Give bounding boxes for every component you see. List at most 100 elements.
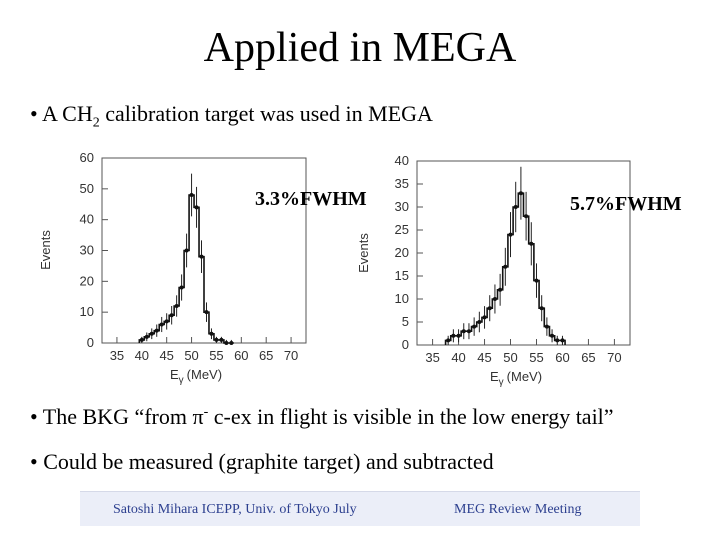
data-point bbox=[189, 193, 194, 197]
x-axis-label-unit: (MeV) bbox=[507, 369, 542, 384]
data-point bbox=[461, 329, 466, 334]
y-tick-label: 30 bbox=[80, 243, 94, 258]
data-point bbox=[169, 313, 174, 318]
x-tick-label: 40 bbox=[451, 350, 465, 365]
data-point bbox=[194, 205, 199, 210]
data-point bbox=[472, 324, 477, 329]
x-tick-label: 65 bbox=[581, 350, 595, 365]
data-point bbox=[503, 264, 508, 269]
bullet-bkg-tail: • The BKG “from π- c-ex in flight is vis… bbox=[30, 404, 614, 430]
x-tick-label: 35 bbox=[425, 350, 439, 365]
data-point bbox=[209, 331, 214, 336]
data-point bbox=[214, 337, 219, 342]
y-tick-label: 40 bbox=[395, 153, 409, 168]
data-point bbox=[451, 333, 456, 338]
y-axis-label: Events bbox=[356, 233, 371, 273]
x-axis-label: Eγ (MeV) bbox=[490, 369, 542, 388]
data-point bbox=[154, 328, 159, 333]
data-point bbox=[224, 341, 229, 345]
bullet2-superscript: - bbox=[203, 404, 209, 420]
bullet2-prefix: • The BKG “from bbox=[30, 404, 193, 429]
x-axis-label-sub: γ bbox=[179, 375, 184, 386]
x-tick-label: 70 bbox=[607, 350, 621, 365]
y-tick-label: 5 bbox=[402, 314, 409, 329]
data-point bbox=[446, 338, 451, 343]
x-tick-label: 60 bbox=[555, 350, 569, 365]
data-point bbox=[508, 232, 513, 237]
data-point bbox=[219, 337, 224, 342]
data-point bbox=[492, 297, 497, 301]
data-point bbox=[513, 205, 518, 209]
bullet1-subscript: 2 bbox=[92, 115, 100, 131]
data-point bbox=[550, 333, 555, 338]
plot-frame bbox=[101, 157, 307, 344]
x-tick-label: 35 bbox=[110, 348, 124, 363]
x-axis-label-main: E bbox=[490, 369, 499, 384]
bullet1-prefix: • A CH bbox=[30, 101, 93, 126]
y-tick-label: 50 bbox=[80, 181, 94, 196]
data-point bbox=[555, 338, 560, 343]
bullet-graphite-subtraction: • Could be measured (graphite target) an… bbox=[30, 449, 494, 474]
x-tick-label: 50 bbox=[184, 348, 198, 363]
y-tick-label: 10 bbox=[80, 304, 94, 319]
footer-meeting: MEG Review Meeting bbox=[454, 502, 582, 517]
x-tick-label: 45 bbox=[159, 348, 173, 363]
data-point bbox=[184, 248, 189, 253]
data-point bbox=[204, 310, 209, 315]
x-axis-label-unit: (MeV) bbox=[187, 367, 222, 382]
data-point bbox=[199, 254, 204, 259]
data-point bbox=[518, 191, 523, 196]
slide-title: Applied in MEGA bbox=[203, 25, 517, 71]
y-tick-label: 0 bbox=[87, 335, 94, 350]
data-point bbox=[524, 214, 529, 219]
histogram-chart-right: 0 5 10 15 20 25 30 35 40 35 40 45 50 55 60 65 70 Events Eγ… bbox=[356, 153, 631, 388]
data-point bbox=[560, 338, 565, 343]
x-tick-label: 55 bbox=[529, 350, 543, 365]
data-point bbox=[456, 333, 461, 338]
x-tick-label: 65 bbox=[259, 348, 273, 363]
y-tick-label: 60 bbox=[80, 150, 94, 165]
fwhm-label-left: 3.3%FWHM bbox=[255, 188, 367, 210]
data-point bbox=[149, 331, 154, 336]
data-point bbox=[144, 334, 149, 339]
bullet1-suffix: calibration target was used in MEGA bbox=[99, 101, 433, 126]
data-point bbox=[539, 306, 544, 311]
y-tick-label: 0 bbox=[402, 337, 409, 352]
data-point bbox=[498, 287, 503, 292]
y-tick-label: 40 bbox=[80, 212, 94, 227]
data-point bbox=[529, 241, 534, 246]
data-point bbox=[544, 324, 549, 329]
x-tick-label: 70 bbox=[284, 348, 298, 363]
plot-frame bbox=[416, 160, 631, 346]
data-point bbox=[477, 320, 482, 324]
y-tick-label: 20 bbox=[395, 245, 409, 260]
x-tick-label: 55 bbox=[209, 348, 223, 363]
data-point bbox=[159, 322, 164, 327]
data-point bbox=[487, 306, 492, 311]
y-tick-label: 30 bbox=[395, 199, 409, 214]
y-tick-label: 15 bbox=[395, 268, 409, 283]
histogram-chart-left: 0 10 20 30 40 50 60 35 40 45 50 55 60 65 70 Events Eγ (Me… bbox=[38, 150, 307, 386]
x-tick-label: 45 bbox=[477, 350, 491, 365]
x-axis-label-sub: γ bbox=[499, 377, 504, 388]
pi-symbol: π bbox=[192, 404, 204, 429]
footer-author: Satoshi Mihara ICEPP, Univ. of Tokyo Jul… bbox=[113, 502, 357, 517]
y-axis-label: Events bbox=[38, 230, 53, 270]
x-tick-label: 60 bbox=[234, 348, 248, 363]
data-point bbox=[466, 329, 471, 334]
y-tick-label: 35 bbox=[395, 176, 409, 191]
y-tick-label: 25 bbox=[395, 222, 409, 237]
histogram-series bbox=[138, 194, 234, 344]
data-point bbox=[139, 337, 144, 342]
bullet2-suffix: c-ex in flight is visible in the low ene… bbox=[208, 404, 614, 429]
x-tick-label: 50 bbox=[503, 350, 517, 365]
footer-bar: Satoshi Mihara ICEPP, Univ. of Tokyo Jul… bbox=[80, 491, 640, 526]
bullet-ch2-target: • A CH2 calibration target was used in M… bbox=[30, 101, 433, 131]
data-point bbox=[482, 315, 487, 320]
y-tick-label: 10 bbox=[395, 291, 409, 306]
x-axis-label-main: E bbox=[170, 367, 179, 382]
data-point bbox=[174, 304, 179, 308]
x-tick-label: 40 bbox=[135, 348, 149, 363]
y-tick-label: 20 bbox=[80, 273, 94, 288]
